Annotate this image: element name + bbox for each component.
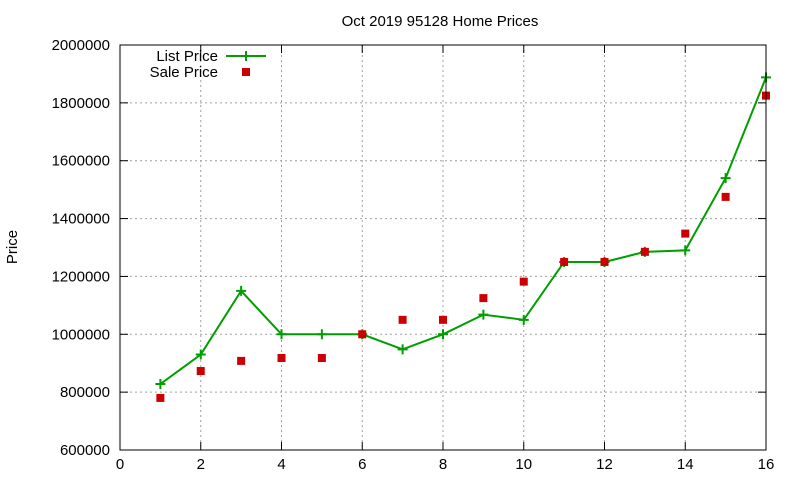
y-tick-label: 1600000 [52,153,110,170]
series-sale-price [156,91,770,402]
sale-price-point [317,354,326,363]
legend-swatch-square [242,68,250,76]
sale-price-point [560,257,569,266]
sale-price-point [721,192,730,201]
grid-lines [120,45,766,450]
sale-price-point [237,356,246,365]
y-tick-label: 600000 [60,442,110,459]
sale-price-point [519,277,528,286]
sale-price-point [479,294,488,303]
list-price-point [438,329,448,340]
y-tick-label: 1400000 [52,211,110,228]
list-price-point [397,344,408,355]
x-tick-label: 6 [358,456,366,473]
plot-frame [119,44,767,451]
list-price-point [276,329,287,340]
chart-title: Oct 2019 95128 Home Prices [342,13,539,30]
sale-price-point [398,315,407,324]
y-tick-label: 2000000 [52,37,110,54]
x-tick-label: 8 [439,456,447,473]
x-axis-ticks: 0 2 4 6 8 10 12 14 16 [116,45,775,473]
list-price-point [316,329,327,340]
sale-price-point [196,367,205,376]
x-tick-label: 2 [197,456,205,473]
legend-swatch-plus [241,51,251,61]
y-tick-label: 1200000 [52,268,110,285]
list-price-point [236,285,247,296]
x-tick-label: 12 [596,456,613,473]
sale-price-point [156,393,165,402]
list-price-point [478,309,489,320]
x-tick-label: 16 [758,456,775,473]
x-tick-label: 14 [677,456,694,473]
x-tick-label: 10 [515,456,532,473]
y-tick-label: 1000000 [52,326,110,343]
list-price-point [680,245,691,256]
sale-price-point [277,354,286,363]
sale-price-point [600,257,609,266]
list-price-point [155,379,166,390]
list-price-point [195,349,206,360]
legend-label: Sale Price [150,64,218,81]
x-tick-label: 0 [116,456,124,473]
list-price-point [518,314,529,325]
list-price-line [159,77,767,385]
sale-price-point [358,330,367,339]
series-layer [155,72,771,402]
series-list-price [155,72,771,390]
legend-label: List Price [156,48,218,65]
list-price-point [720,173,731,184]
sale-price-point [439,315,447,324]
x-tick-label: 4 [277,456,285,473]
y-axis-ticks: 600000 800000 1000000 1200000 1400000 1600000… [52,37,766,459]
y-tick-label: 1800000 [52,95,110,112]
sale-price-point [640,247,649,256]
y-axis-label: Price [4,230,21,264]
sale-price-point [681,229,690,238]
y-tick-label: 800000 [60,384,110,401]
